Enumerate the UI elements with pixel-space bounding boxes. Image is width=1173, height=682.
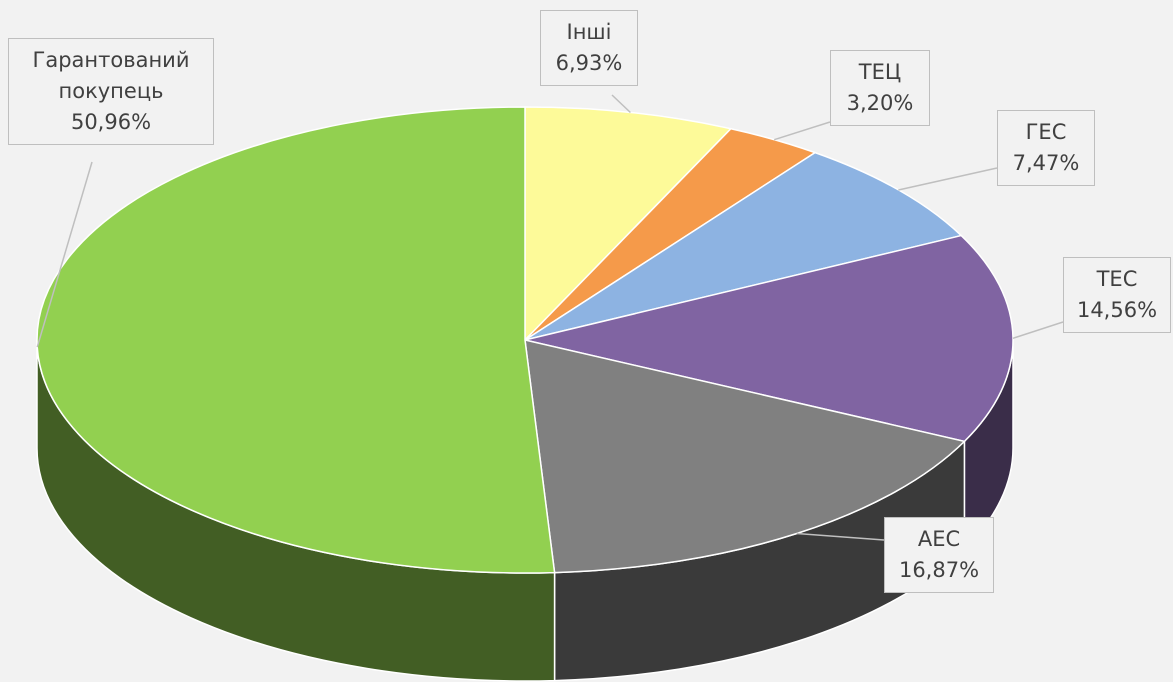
slice — [524, 151, 963, 341]
data-label: АЕС 16,87% — [884, 517, 994, 593]
category-label: ТЕЦ — [858, 60, 902, 84]
leader-line — [773, 121, 831, 141]
category-label: АЕС — [917, 527, 961, 551]
data-label: ТЕС 14,56% — [1063, 257, 1171, 333]
category-label: ГЕС — [1025, 120, 1067, 144]
value-label: 7,47% — [1012, 151, 1080, 175]
value-label: 6,93% — [555, 51, 623, 75]
data-label: Інші 6,93% — [540, 10, 638, 86]
leader-line — [796, 532, 885, 541]
value-label: 16,87% — [898, 558, 980, 582]
value-label: 14,56% — [1076, 298, 1158, 322]
value-label: 3,20% — [846, 91, 914, 115]
leader-line — [36, 161, 93, 348]
category-label: Гарантований покупець — [32, 48, 190, 103]
data-label: Гарантований покупець 50,96% — [8, 38, 214, 145]
leader-line — [611, 94, 631, 114]
leaders — [36, 94, 1064, 541]
data-label: ТЕЦ 3,20% — [830, 50, 930, 126]
tops — [36, 106, 1014, 574]
category-label: ТЕС — [1096, 267, 1138, 291]
leader-line — [1012, 321, 1064, 339]
slice — [524, 339, 966, 574]
category-label: Інші — [566, 20, 612, 44]
slice — [524, 234, 1014, 443]
data-label: ГЕС 7,47% — [997, 110, 1095, 186]
value-label: 50,96% — [70, 110, 152, 134]
leader-line — [898, 167, 998, 191]
